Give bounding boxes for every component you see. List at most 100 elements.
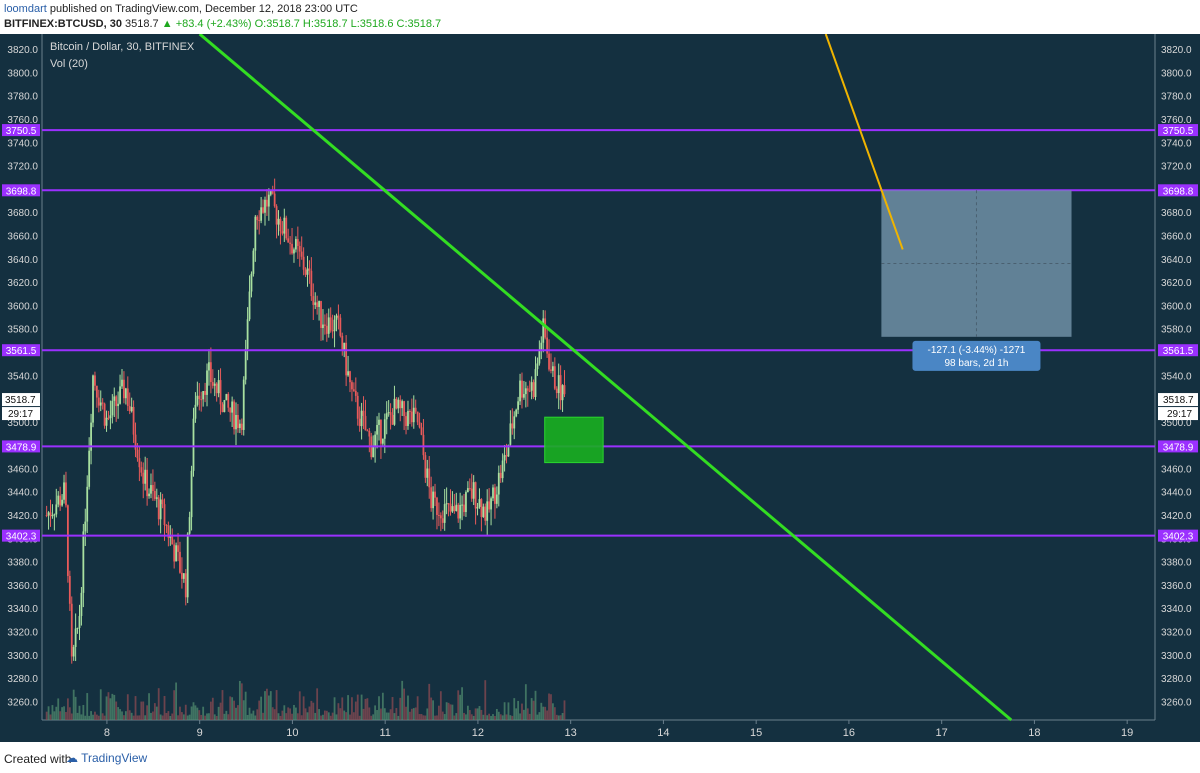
candle-body xyxy=(468,488,471,490)
candle-body xyxy=(163,504,166,525)
volume-bar xyxy=(534,690,537,720)
volume-bar xyxy=(306,712,309,720)
volume-bar xyxy=(418,714,421,720)
candle-body xyxy=(318,301,320,307)
candle-body xyxy=(140,467,143,473)
level-label-right: 3561.5 xyxy=(1163,346,1194,357)
candle-body xyxy=(459,504,462,519)
volume-bar xyxy=(198,710,201,720)
y-tick-label: 3820.0 xyxy=(7,45,38,56)
candle-body xyxy=(480,499,483,517)
candle-body xyxy=(267,194,270,207)
candle-body xyxy=(53,514,56,516)
volume-bar xyxy=(322,714,324,720)
volume-bar xyxy=(424,715,427,720)
y-tick-label: 3800.0 xyxy=(7,68,38,79)
volume-bar xyxy=(517,700,520,720)
candle-body xyxy=(397,399,400,409)
volume-bar xyxy=(63,706,65,720)
volume-bar xyxy=(524,684,527,720)
candle-body xyxy=(314,302,317,305)
y-tick-label: 3420.0 xyxy=(1161,511,1192,522)
candle-body xyxy=(501,460,504,479)
candle-body xyxy=(80,592,83,617)
volume-bar xyxy=(200,714,203,720)
up-arrow-icon: ▲ xyxy=(161,18,173,30)
volume-bar xyxy=(177,715,179,720)
volume-bar xyxy=(115,701,118,720)
volume-bar xyxy=(72,689,75,720)
volume-bar xyxy=(161,715,164,720)
volume-bar xyxy=(459,694,462,720)
volume-bar xyxy=(95,714,98,720)
volume-bar xyxy=(343,710,346,720)
level-badge-right xyxy=(1158,124,1198,137)
candle-body xyxy=(88,450,91,487)
price-chart[interactable]: Bitcoin / Dollar, 30, BITFINEX Vol (20) 32… xyxy=(0,34,1200,742)
volume-bar xyxy=(163,695,166,720)
volume-bar xyxy=(124,711,127,720)
candle-body xyxy=(523,394,525,398)
candle-body xyxy=(519,380,521,402)
candle-body xyxy=(325,325,328,334)
volume-bar xyxy=(528,713,531,720)
candle-body xyxy=(134,434,137,450)
y-tick-label: 3640.0 xyxy=(7,255,38,266)
y-tick-label: 3760.0 xyxy=(7,115,38,126)
volume-bar xyxy=(219,702,222,720)
volume-bar xyxy=(482,714,485,720)
candle-body xyxy=(484,506,487,521)
volume-bar xyxy=(428,683,431,720)
volume-bar xyxy=(476,708,479,720)
candle-body xyxy=(153,490,156,499)
volume-bar xyxy=(511,715,514,720)
volume-bar xyxy=(192,702,195,720)
y-tick-label: 3260.0 xyxy=(7,697,38,708)
volume-bar xyxy=(107,692,110,720)
volume-bar xyxy=(370,715,373,720)
volume-bar xyxy=(246,714,249,720)
volume-bar xyxy=(157,688,160,720)
candle-body xyxy=(296,239,299,246)
volume-bar xyxy=(349,714,351,720)
candle-body xyxy=(206,370,208,395)
volume-bar xyxy=(358,715,361,720)
candle-body xyxy=(287,238,290,243)
volume-bar xyxy=(480,709,483,720)
volume-bar xyxy=(374,705,377,720)
descending-trendline xyxy=(198,34,1013,722)
volume-bar xyxy=(553,707,556,720)
candle-body xyxy=(225,394,228,401)
level-badge-left xyxy=(2,440,40,453)
volume-bar xyxy=(59,711,62,720)
volume-bar xyxy=(360,694,363,720)
candle-body xyxy=(389,412,392,415)
volume-bar xyxy=(94,711,96,720)
candle-body xyxy=(217,380,220,394)
volume-bar xyxy=(310,700,313,720)
candle-body xyxy=(414,407,417,412)
volume-bar xyxy=(557,715,560,720)
volume-bar xyxy=(457,690,460,720)
candle-body xyxy=(316,302,319,307)
candle-body xyxy=(208,362,210,371)
volume-bar xyxy=(252,710,255,720)
volume-bar xyxy=(68,707,71,720)
candle-body xyxy=(95,385,98,398)
candle-body xyxy=(445,503,448,505)
level-label-right: 3478.9 xyxy=(1163,442,1194,453)
author-link[interactable]: loomdart xyxy=(4,3,47,15)
volume-bar xyxy=(546,710,549,720)
volume-bar xyxy=(507,702,510,720)
volume-bar xyxy=(532,700,535,720)
y-tick-label: 3660.0 xyxy=(1161,231,1192,242)
candle-body xyxy=(130,406,133,412)
tradingview-brand[interactable]: ☁ TradingView xyxy=(66,751,147,765)
volume-bar xyxy=(416,696,419,720)
volume-bar xyxy=(49,714,52,720)
volume-bar xyxy=(474,708,477,720)
volume-bar xyxy=(383,708,386,720)
candle-body xyxy=(300,251,303,257)
candle-body xyxy=(347,371,349,376)
candle-body xyxy=(92,375,94,423)
